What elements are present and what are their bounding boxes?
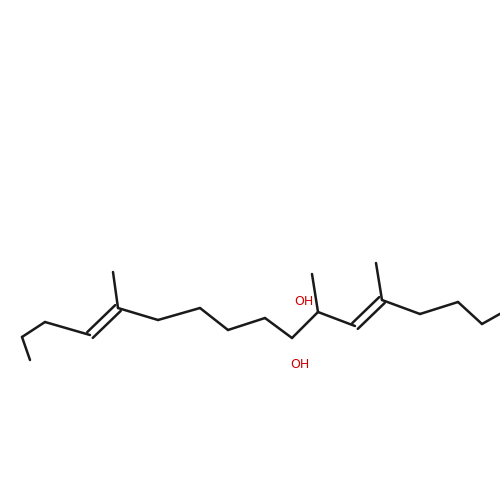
Text: OH: OH: [290, 358, 310, 371]
Text: OH: OH: [294, 295, 313, 308]
